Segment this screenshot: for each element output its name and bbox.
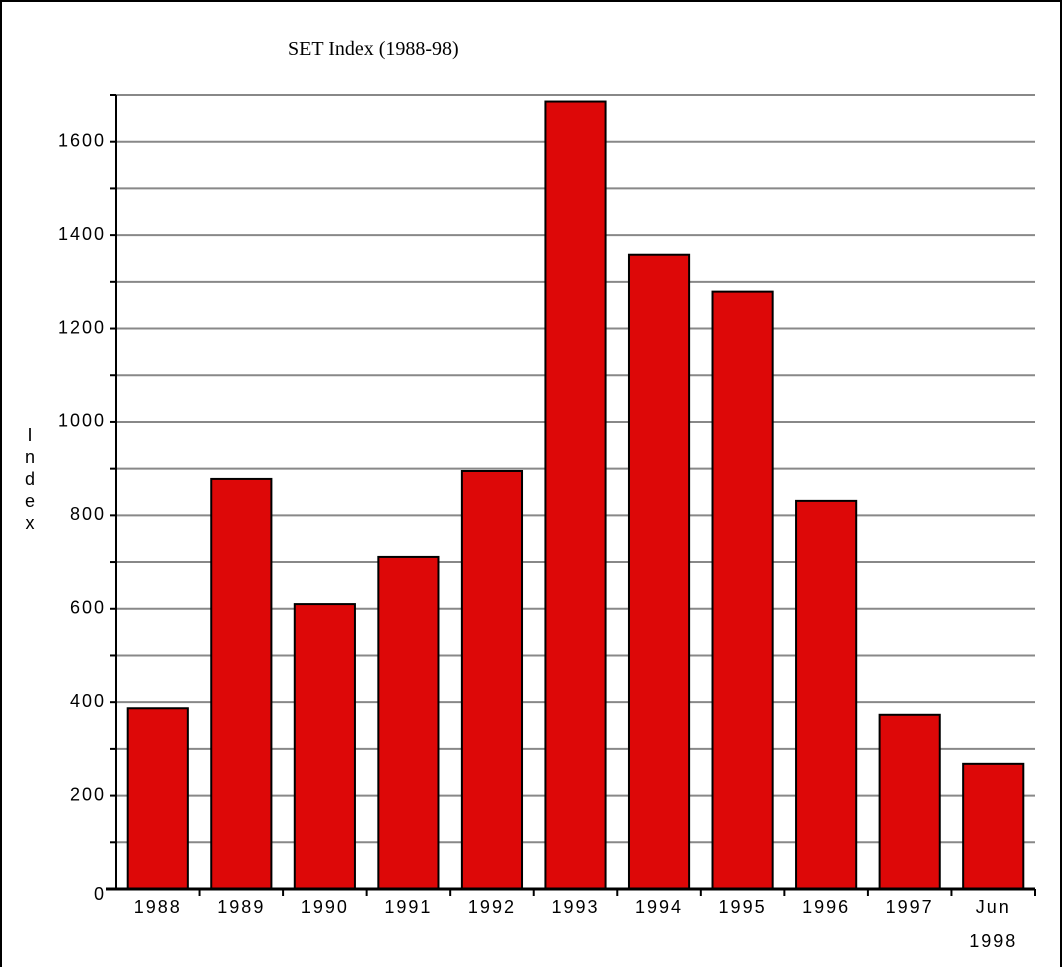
bar xyxy=(293,603,356,890)
x-tick-label: 1996 xyxy=(802,897,851,917)
y-tick-label: 1600 xyxy=(58,130,106,150)
bar xyxy=(795,499,858,890)
chart-title: SET Index (1988-98) xyxy=(288,38,459,60)
x-tick-label: 1995 xyxy=(718,897,767,917)
bar xyxy=(544,100,607,891)
y-tick-label: 1000 xyxy=(58,411,106,431)
x-tick-label: 1992 xyxy=(467,897,516,917)
y-tick-label: 0 xyxy=(94,884,106,904)
bar xyxy=(962,762,1025,891)
x-tick-label: 1997 xyxy=(885,897,934,917)
y-tick-label: 1200 xyxy=(58,317,106,337)
x-tick-label: 1994 xyxy=(635,897,684,917)
x-tick-label: 1988 xyxy=(133,897,182,917)
bar xyxy=(460,469,524,890)
bar xyxy=(377,555,440,891)
x-tick-label: 1989 xyxy=(217,897,266,917)
x-tick-label: 1991 xyxy=(384,897,433,917)
bar xyxy=(627,253,691,890)
x-tick-label: Jun 1998 xyxy=(969,897,1018,951)
y-tick-label: 1400 xyxy=(58,224,106,244)
bar xyxy=(210,477,273,890)
bar xyxy=(878,713,941,890)
y-tick-label: 400 xyxy=(70,691,106,711)
y-tick-label: 600 xyxy=(70,598,106,618)
y-tick-label: 200 xyxy=(70,784,106,804)
bar xyxy=(126,707,189,890)
y-tick-label: 800 xyxy=(70,504,106,524)
y-axis-label: Index xyxy=(24,425,35,533)
bar xyxy=(711,290,774,890)
x-tick-label: 1990 xyxy=(300,897,349,917)
x-tick-label: 1993 xyxy=(551,897,600,917)
